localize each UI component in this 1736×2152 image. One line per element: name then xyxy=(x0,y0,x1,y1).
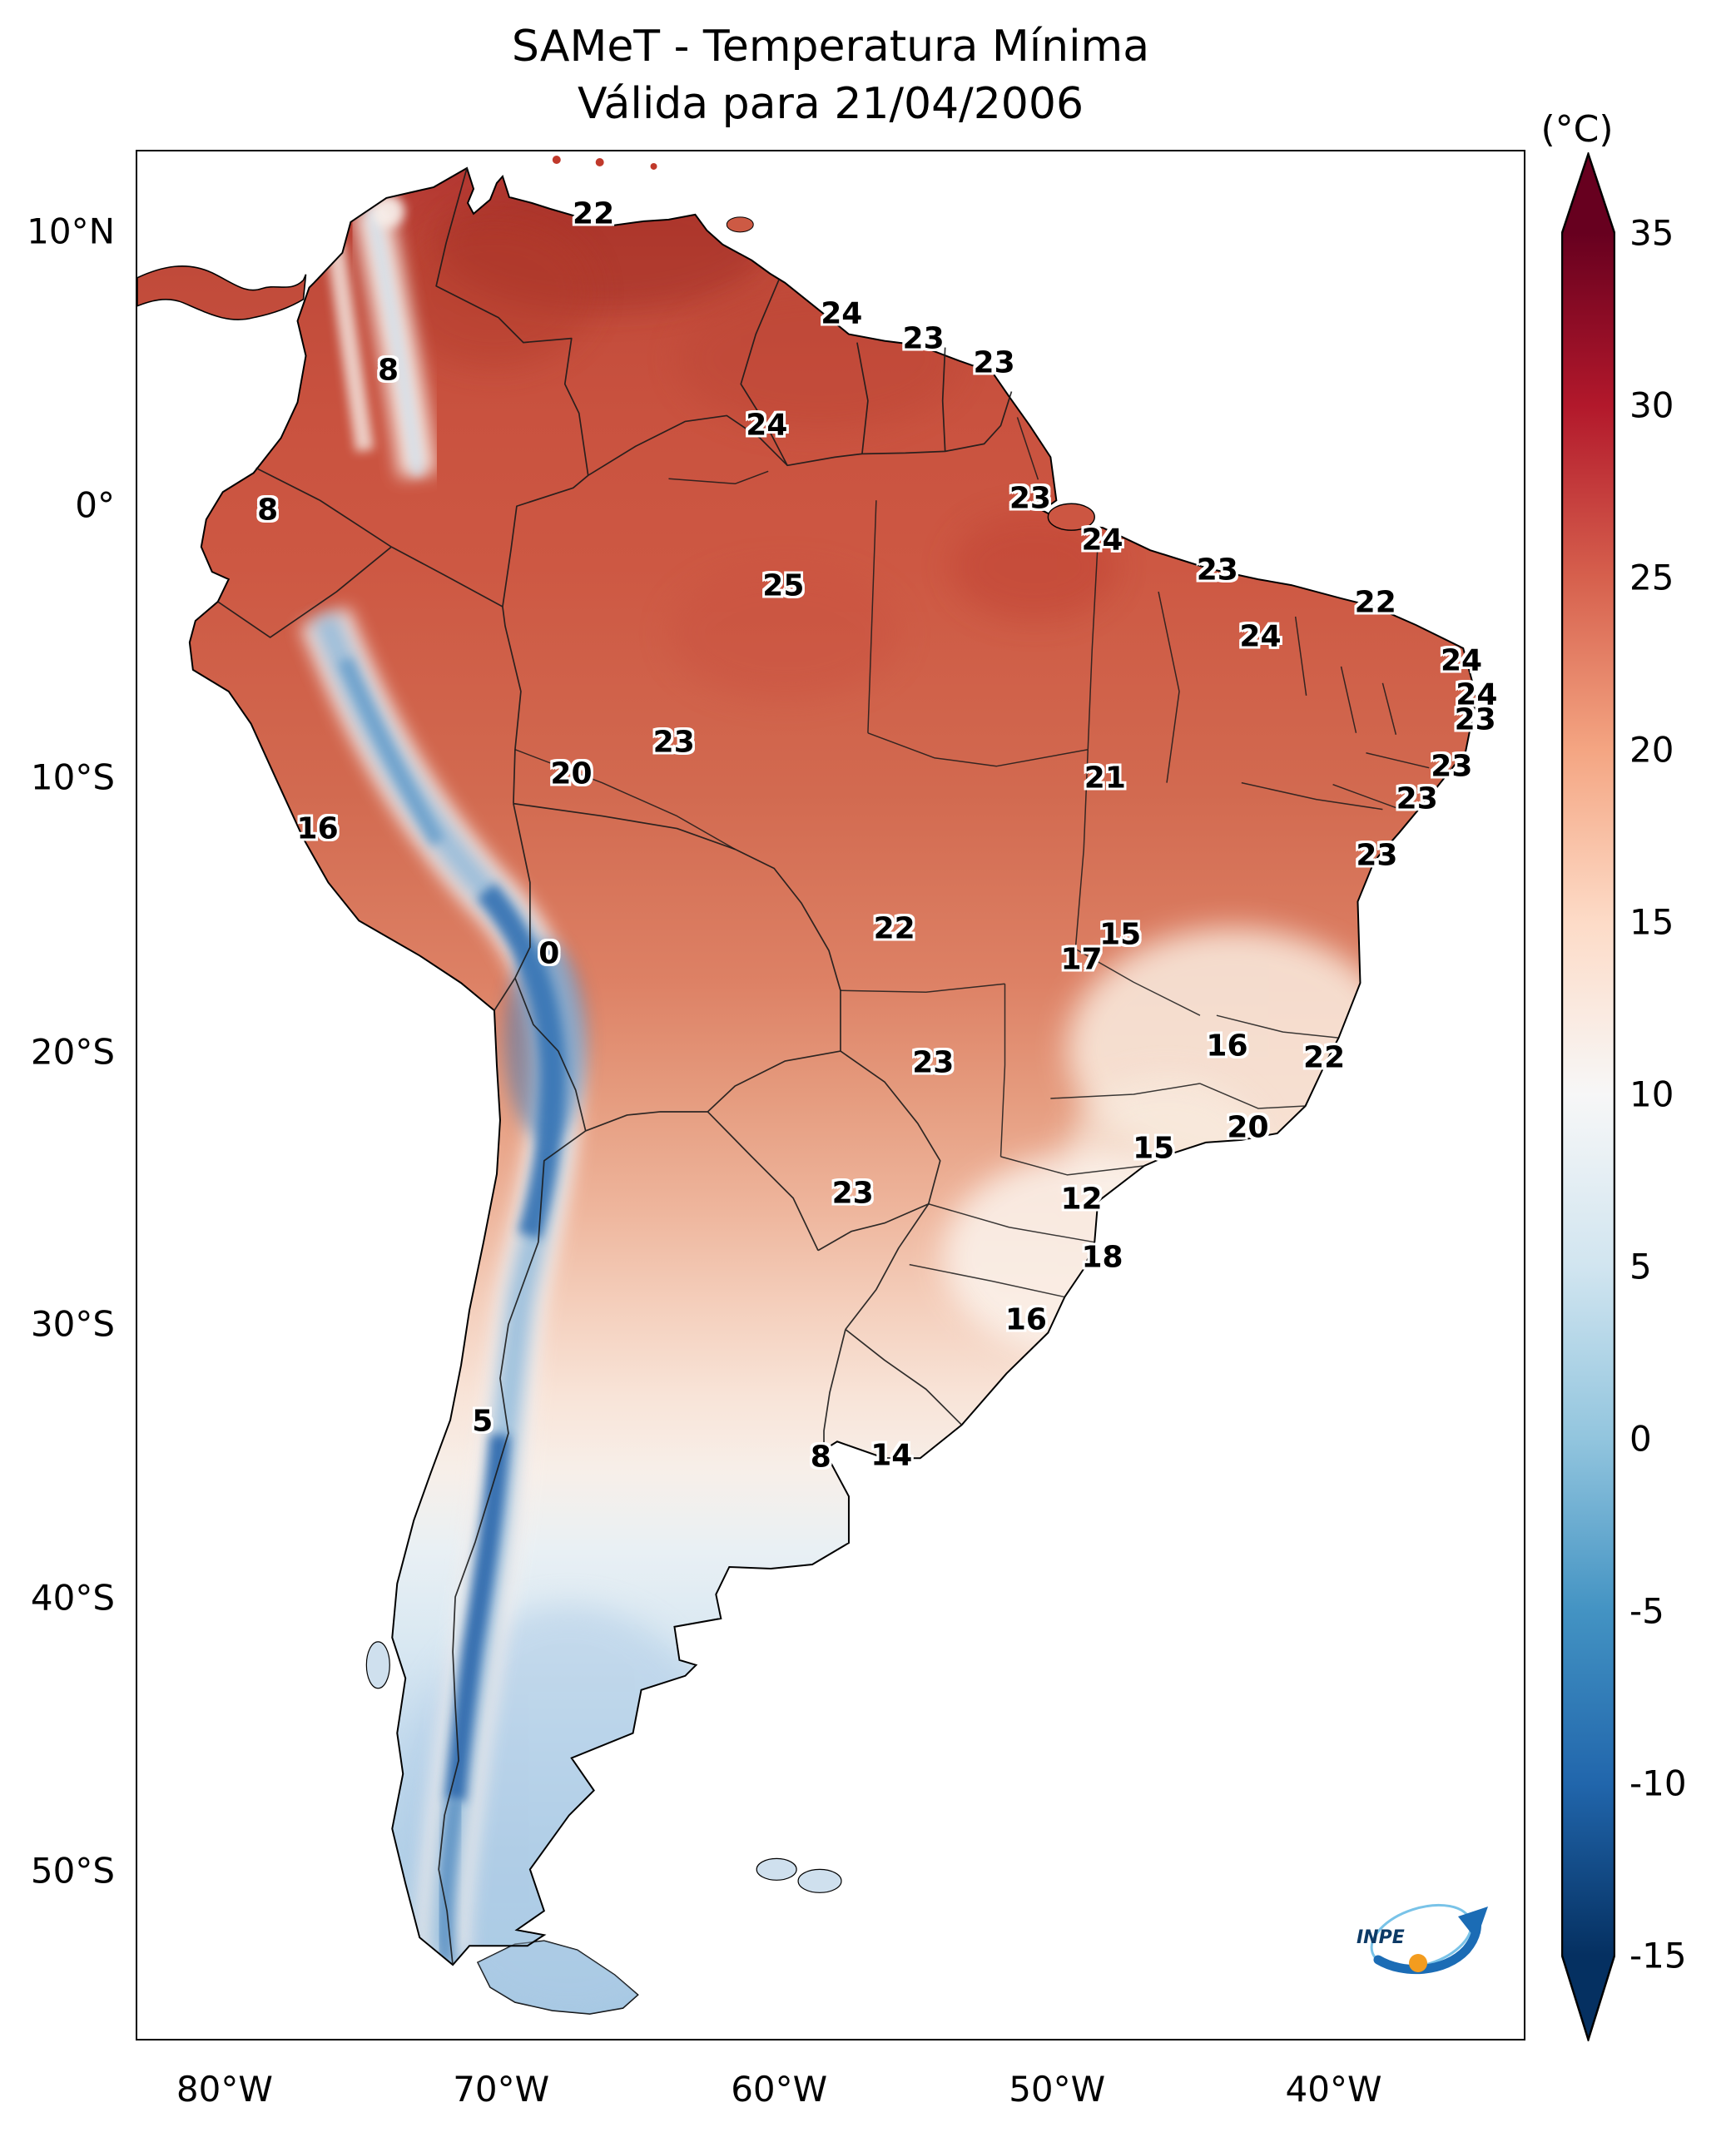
lat-tick-label: 20°S xyxy=(30,1031,115,1073)
colorbar-tick-label: 20 xyxy=(1629,729,1674,771)
latitude-axis: 10°N 0° 10°S 20°S 30°S 40°S 50°S xyxy=(0,150,126,2040)
colorbar-tick-labels: 35 30 25 20 15 10 5 0 -5 -10 -15 xyxy=(1629,213,1733,1976)
colorbar-gradient xyxy=(1562,233,1614,1956)
lat-tick-label: 30°S xyxy=(30,1303,115,1345)
colorbar-outline xyxy=(1561,152,1615,2041)
panama-landmass xyxy=(137,265,307,320)
colorbar-tick-label: 30 xyxy=(1629,384,1674,426)
lat-tick-label: 40°S xyxy=(30,1577,115,1619)
inpe-logo: INPE xyxy=(1345,1888,1495,1988)
lon-tick-label: 50°W xyxy=(1009,2069,1106,2110)
state-borders xyxy=(514,417,1430,1298)
lat-tick-label: 10°N xyxy=(27,211,115,252)
lat-tick-label: 50°S xyxy=(30,1850,115,1892)
colorbar-tick-label: -5 xyxy=(1629,1590,1664,1632)
lon-tick-label: 80°W xyxy=(176,2069,273,2110)
colorbar-tick-label: 25 xyxy=(1629,557,1674,598)
colorbar-tick-label: 10 xyxy=(1629,1074,1674,1115)
longitude-axis: 80°W 70°W 60°W 50°W 40°W xyxy=(136,2062,1525,2117)
colorbar-over-arrow xyxy=(1562,154,1614,233)
colorbar-tick-label: 15 xyxy=(1629,901,1674,943)
country-borders xyxy=(217,167,1013,1966)
colorbar-tick-label: 35 xyxy=(1629,212,1674,254)
colorbar-tick-label: 0 xyxy=(1629,1418,1652,1460)
colorbar-unit-label: (°C) xyxy=(1540,108,1614,151)
title-line2: Válida para 21/04/2006 xyxy=(577,78,1084,129)
colorbar-tick-label: -10 xyxy=(1629,1763,1687,1804)
figure-title: SAMeT - Temperatura Mínima Válida para 2… xyxy=(136,18,1525,132)
map-plot: 22 24 23 23 8 24 23 8 24 23 22 25 24 24 24 23 23 23 20 21 23… xyxy=(136,150,1525,2040)
colorbar-tick-label: 5 xyxy=(1629,1246,1652,1287)
colorbar xyxy=(1561,152,1615,2041)
logo-orange-dot xyxy=(1409,1954,1427,1972)
small-islands xyxy=(365,155,1095,1893)
logo-text: INPE xyxy=(1357,1927,1405,1948)
lon-tick-label: 70°W xyxy=(453,2069,550,2110)
coastline-outline xyxy=(188,166,1478,1966)
colorbar-tick-label: -15 xyxy=(1629,1935,1687,1976)
lat-tick-label: 0° xyxy=(75,484,115,526)
lon-tick-label: 60°W xyxy=(731,2069,828,2110)
title-line1: SAMeT - Temperatura Mínima xyxy=(511,22,1150,72)
logo-arrow-head xyxy=(1458,1907,1488,1940)
lat-tick-label: 10°S xyxy=(30,756,115,798)
lon-tick-label: 40°W xyxy=(1285,2069,1382,2110)
south-america-map xyxy=(137,155,1478,2015)
colorbar-under-arrow xyxy=(1562,1956,1614,2040)
